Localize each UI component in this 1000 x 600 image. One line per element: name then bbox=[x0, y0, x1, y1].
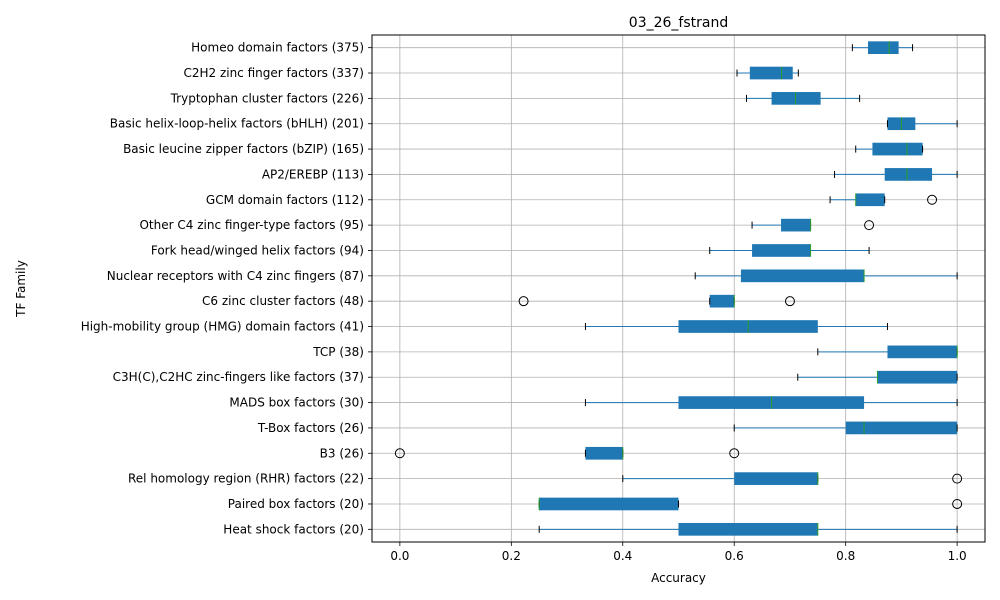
box-iqr bbox=[734, 472, 818, 485]
y-tick-label: Homeo domain factors (375) bbox=[191, 41, 364, 55]
x-tick-label: 0.6 bbox=[725, 549, 744, 563]
y-tick-label: GCM domain factors (112) bbox=[206, 193, 364, 207]
x-tick-label: 0.2 bbox=[502, 549, 521, 563]
box-iqr bbox=[752, 244, 811, 257]
box-group bbox=[733, 421, 958, 435]
box-group bbox=[855, 142, 924, 156]
box-group bbox=[745, 92, 861, 105]
x-tick-label: 0.8 bbox=[836, 549, 855, 563]
box-group bbox=[584, 320, 888, 333]
box-iqr bbox=[771, 92, 821, 105]
box-group bbox=[538, 497, 963, 511]
outlier-point bbox=[952, 498, 963, 509]
y-tick-label: Rel homology region (RHR) factors (22) bbox=[128, 472, 364, 486]
outlier-point bbox=[952, 473, 963, 484]
y-tick-label: AP2/EREBP (113) bbox=[262, 167, 364, 181]
y-tick-label: Basic helix-loop-helix factors (bHLH) (2… bbox=[110, 117, 364, 131]
y-tick-label: TCP (38) bbox=[312, 345, 364, 359]
x-tick-label: 1.0 bbox=[948, 549, 967, 563]
y-tick-label: B3 (26) bbox=[320, 446, 364, 460]
box-iqr bbox=[539, 497, 679, 511]
box-group bbox=[538, 522, 958, 536]
y-tick-label: Heat shock factors (20) bbox=[223, 522, 364, 536]
box-group bbox=[817, 345, 958, 359]
x-tick-label: 0.4 bbox=[613, 549, 632, 563]
box-group bbox=[829, 193, 938, 207]
box-iqr bbox=[709, 294, 735, 308]
box-group bbox=[394, 446, 740, 460]
box-group bbox=[736, 66, 799, 80]
box-iqr bbox=[867, 41, 899, 55]
y-tick-label: C6 zinc cluster factors (48) bbox=[202, 294, 364, 308]
y-tick-label: Paired box factors (20) bbox=[228, 497, 364, 511]
box-iqr bbox=[781, 218, 811, 232]
outlier-point bbox=[864, 220, 875, 231]
box-group bbox=[851, 41, 914, 55]
outlier-point bbox=[394, 448, 405, 459]
box-iqr bbox=[678, 522, 818, 536]
y-axis-label: TF Family bbox=[14, 260, 28, 318]
box-group bbox=[709, 244, 870, 257]
box-group bbox=[518, 294, 795, 308]
chart-title: 03_26_fstrand bbox=[629, 15, 728, 31]
box-iqr bbox=[740, 269, 865, 283]
y-tick-label: C2H2 zinc finger factors (337) bbox=[183, 66, 364, 80]
x-tick-label: 0.0 bbox=[390, 549, 409, 563]
box-iqr bbox=[884, 168, 933, 181]
box-iqr bbox=[855, 193, 885, 207]
box-group bbox=[584, 396, 958, 409]
box-group bbox=[797, 370, 958, 384]
y-tick-label: C3H(C),C2HC zinc-fingers like factors (3… bbox=[113, 370, 364, 384]
outlier-point bbox=[518, 296, 529, 307]
plot-frame bbox=[371, 34, 986, 543]
y-tick-label: T-Box factors (26) bbox=[257, 421, 364, 435]
box-iqr bbox=[585, 446, 623, 460]
box-iqr bbox=[845, 421, 958, 435]
box-iqr bbox=[872, 142, 923, 156]
outlier-point bbox=[784, 296, 795, 307]
box-iqr bbox=[877, 370, 958, 384]
y-tick-label: MADS box factors (30) bbox=[229, 396, 364, 410]
box-group bbox=[834, 168, 958, 181]
box-group bbox=[751, 218, 875, 232]
x-axis-label: Accuracy bbox=[651, 571, 706, 585]
box-iqr bbox=[749, 66, 793, 80]
y-tick-label: High-mobility group (HMG) domain factors… bbox=[81, 320, 364, 334]
y-tick-label: Basic leucine zipper factors (bZIP) (165… bbox=[123, 142, 364, 156]
y-tick-label: Other C4 zinc finger-type factors (95) bbox=[139, 218, 364, 232]
box-group bbox=[694, 269, 958, 283]
tick-layer: 0.0 0.2 0.4 0.6 0.8 1.0 Homeo domain factors (… bbox=[81, 41, 967, 563]
box-layer bbox=[394, 41, 963, 536]
y-tick-label: Tryptophan cluster factors (226) bbox=[170, 91, 364, 105]
box-group bbox=[886, 117, 958, 131]
outlier-point bbox=[927, 194, 938, 205]
box-iqr bbox=[887, 345, 958, 359]
y-tick-label: Nuclear receptors with C4 zinc fingers (… bbox=[107, 269, 364, 283]
outlier-point bbox=[729, 448, 740, 459]
y-tick-label: Fork head/winged helix factors (94) bbox=[151, 243, 364, 257]
box-group bbox=[622, 472, 963, 485]
